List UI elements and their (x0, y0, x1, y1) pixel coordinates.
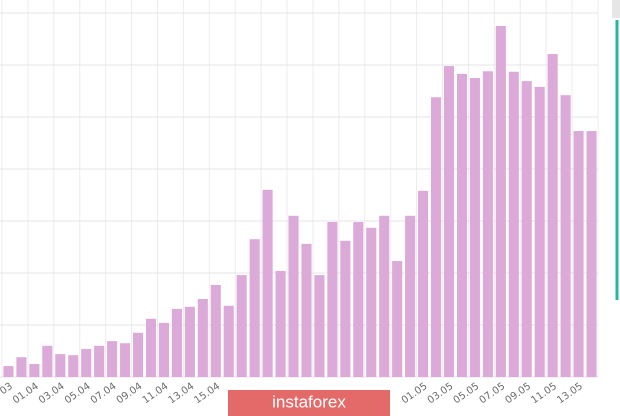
bar (405, 215, 416, 377)
bar (210, 284, 221, 377)
x-tick-label: 01.04 (11, 381, 41, 406)
bar (340, 240, 351, 377)
bar (158, 322, 170, 377)
bar (586, 131, 597, 377)
bar (94, 345, 105, 377)
bar (288, 215, 299, 377)
bar (547, 54, 558, 378)
bar (495, 26, 506, 377)
bar (469, 78, 480, 377)
bar (379, 215, 390, 377)
x-tick-label: 15.04 (192, 381, 222, 406)
bar (107, 341, 118, 377)
bar (120, 343, 131, 377)
x-tick-label: 09.04 (115, 381, 145, 406)
x-tick-label: 11.04 (141, 381, 171, 406)
bar (366, 227, 377, 377)
bar (521, 81, 532, 378)
x-tick-label: 01.05 (400, 381, 430, 406)
bar (443, 66, 455, 377)
x-tick-label: 03 (0, 381, 15, 397)
bar (16, 357, 27, 377)
bar (392, 261, 403, 377)
bar (184, 306, 195, 377)
bar (456, 73, 468, 377)
bar (55, 354, 66, 377)
bar (3, 366, 14, 377)
x-tick-label: 13.04 (167, 381, 197, 406)
bar (197, 299, 208, 377)
bar (249, 239, 260, 377)
watermark: instaforex (272, 392, 346, 411)
x-tick-label: 03.04 (37, 381, 67, 406)
bar (327, 222, 338, 377)
watermark-box (228, 390, 390, 416)
bar (430, 97, 442, 378)
bar (262, 189, 273, 377)
bar (573, 131, 584, 377)
bar (418, 190, 429, 377)
x-tick-label: 05.04 (63, 381, 93, 406)
bar (171, 308, 182, 377)
bar (145, 318, 157, 377)
bar (42, 345, 53, 377)
x-tick-label: 07.05 (477, 381, 507, 406)
bar (236, 275, 247, 377)
x-tick-label: 07.04 (89, 381, 119, 406)
bar (314, 275, 325, 377)
x-tick-label: 05.05 (452, 381, 482, 406)
bar (534, 86, 545, 377)
bar (301, 243, 312, 377)
x-tick-label: 13.05 (555, 381, 585, 406)
bar (132, 332, 144, 377)
bar (223, 305, 234, 377)
bar (275, 270, 286, 377)
bar (81, 348, 92, 377)
x-tick-label: 03.05 (426, 381, 456, 406)
side-widget (612, 0, 620, 18)
bar (353, 222, 364, 377)
x-tick-label: 11.05 (529, 381, 559, 406)
bar (29, 364, 40, 377)
bar (68, 355, 79, 377)
x-tick-label: 09.05 (503, 381, 533, 406)
bar (508, 71, 519, 377)
bar (560, 95, 571, 377)
bar (482, 71, 493, 378)
